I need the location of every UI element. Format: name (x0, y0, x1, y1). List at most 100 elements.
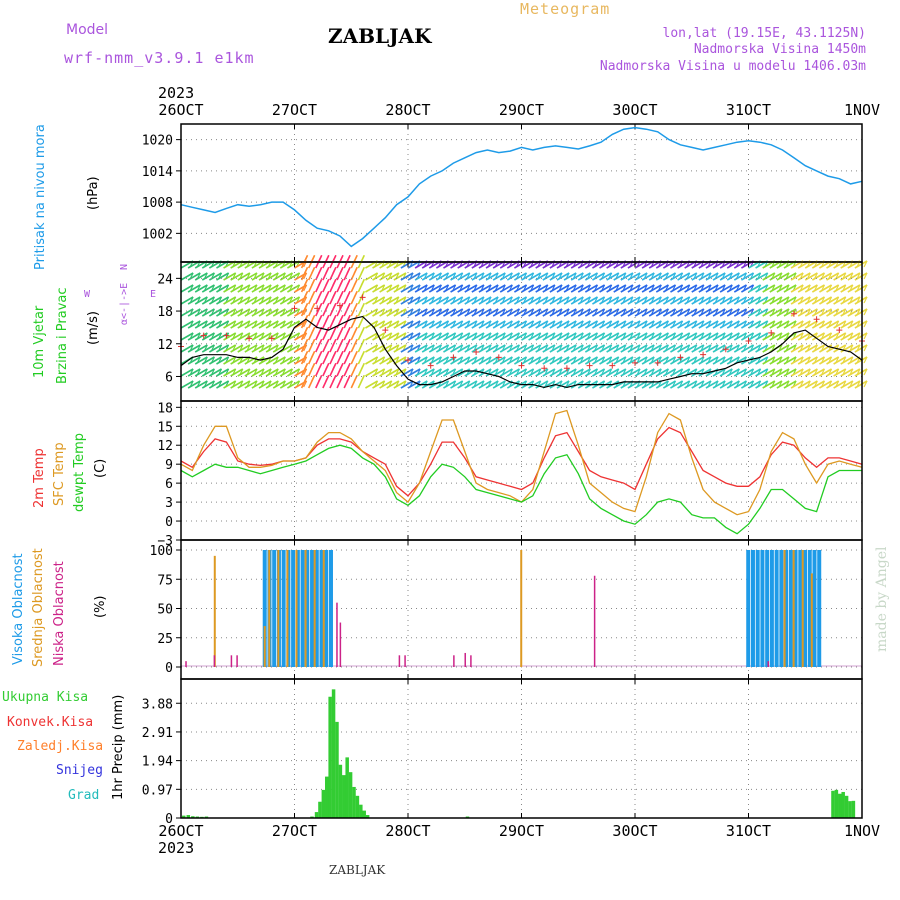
wind-barb (634, 284, 648, 293)
wind-barb (854, 332, 868, 341)
wind-barb (847, 356, 861, 365)
wind-barb (311, 339, 316, 346)
wind-barb (372, 380, 386, 389)
wind-barb (549, 308, 563, 317)
wind-barb (372, 272, 386, 281)
wind-barb (797, 308, 811, 317)
wind-barb (556, 296, 570, 305)
wind-barb (499, 344, 513, 353)
wind-barb (627, 296, 641, 305)
wind-barb (428, 356, 442, 365)
wind-barb (847, 320, 861, 329)
wind-barb (360, 327, 365, 334)
wind-barb (499, 272, 513, 281)
gust-marker (518, 362, 525, 369)
wind-barb (776, 296, 790, 305)
y-tick-label: 2.91 (142, 726, 173, 741)
wind-barb (360, 267, 365, 274)
dewpoint-line (180, 444, 862, 535)
wind-barb (485, 332, 499, 341)
mid-cloud-bar (295, 550, 298, 667)
wind-barb (584, 296, 598, 305)
wind-barb (599, 344, 613, 353)
wind-barb (346, 303, 351, 310)
model-name: wrf-nmm_v3.9.1 e1km (64, 49, 255, 67)
wind-barb (303, 339, 309, 346)
wind-barb (634, 320, 648, 329)
wind-barb (514, 320, 527, 329)
wind-barb (208, 296, 222, 305)
y-tick-label: 1008 (142, 196, 173, 211)
gust-marker (813, 316, 820, 323)
wind-barb (556, 344, 570, 353)
wind-barb (365, 308, 378, 317)
total-precip-bar (851, 800, 856, 818)
wind-barb (303, 344, 308, 352)
chart-title: Meteogram (520, 0, 610, 18)
wind-barb (627, 356, 641, 365)
wind-barb (670, 320, 683, 329)
wind-barb (265, 320, 279, 329)
wind-barb (840, 320, 854, 329)
wind-barb (492, 344, 506, 353)
wind-barb (833, 272, 847, 281)
precip-panel: 0 0.97 1.94 2.91 3.88 (142, 678, 863, 827)
wind-barb (769, 332, 783, 341)
wind-barb (563, 332, 577, 341)
wind-barb (506, 296, 520, 305)
wind-barb (325, 363, 330, 370)
wind-barb (492, 320, 506, 329)
wind-barb (613, 320, 627, 329)
wind-barb (691, 332, 705, 341)
wind-barb (435, 320, 449, 329)
wind-barb (407, 272, 421, 281)
gust-marker (745, 338, 752, 345)
wind-barb (230, 296, 244, 305)
wind-barb (265, 380, 279, 389)
wind-barb (790, 296, 804, 305)
wind-barb (755, 296, 769, 305)
wind-barb (863, 272, 868, 280)
wind-barb (303, 279, 309, 286)
wind-barb (677, 296, 691, 305)
wind-barb (819, 284, 832, 293)
total-precip-bar (345, 757, 349, 818)
wind-barb (251, 344, 265, 353)
wind-barb (230, 344, 244, 353)
total-precip-bar (838, 793, 842, 818)
wind-barb (393, 308, 407, 317)
wind-barb (346, 279, 351, 286)
wind-barb (847, 368, 861, 377)
high-cloud-bar (746, 550, 751, 667)
wind-barb (570, 332, 584, 341)
wind-barb (691, 272, 705, 281)
gust-marker (768, 329, 775, 336)
wind-barb (450, 368, 464, 377)
total-precip-bar (318, 801, 322, 818)
wind-barb (613, 308, 627, 317)
wind-barb (528, 344, 542, 353)
wind-barb (194, 272, 208, 281)
wind-barb (514, 284, 527, 293)
wind-barb (450, 332, 464, 341)
wind-barb (755, 308, 769, 317)
wind-barb (346, 255, 351, 262)
wind-barb (485, 284, 499, 293)
wind-barb (542, 308, 556, 317)
wind-barb (797, 296, 811, 305)
wind-barb (521, 320, 535, 329)
wind-barb (854, 320, 868, 329)
wind-barb (360, 339, 365, 346)
wind-barb (506, 272, 520, 281)
wind-barb (318, 279, 323, 286)
wind-barb (223, 308, 237, 317)
y-tick-label: 0 (165, 812, 173, 827)
wind-barb (684, 308, 698, 317)
wind-barb (833, 296, 847, 305)
wind-barb (180, 332, 194, 341)
wind-barb (325, 375, 330, 382)
wind-barb (237, 356, 251, 365)
wind-barb (443, 272, 456, 281)
wind-barb (311, 327, 316, 334)
wind-barb (854, 284, 868, 293)
